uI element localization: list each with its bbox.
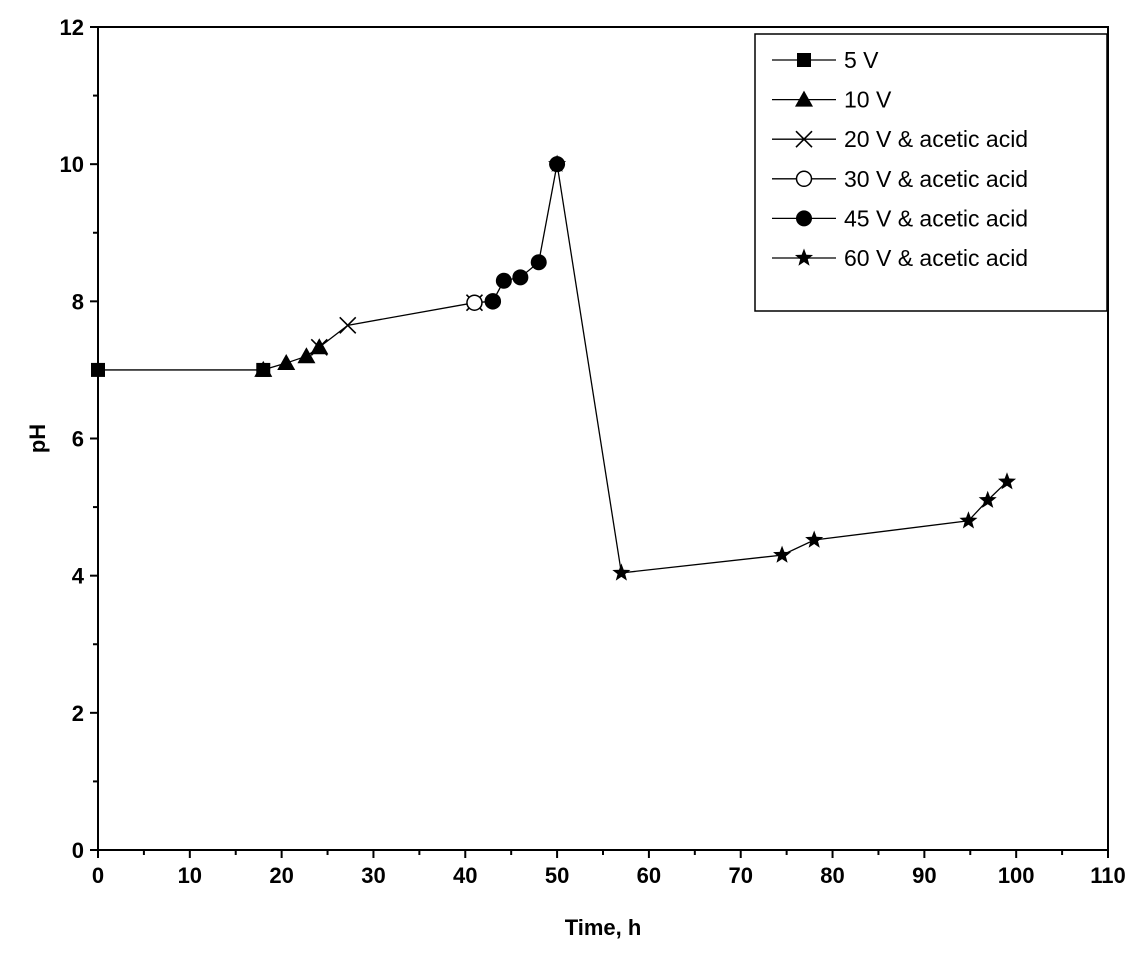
legend-marker: [797, 53, 811, 67]
x-tick-label: 50: [545, 863, 569, 888]
series-layer: [91, 154, 1017, 581]
y-tick-label: 0: [72, 838, 84, 863]
data-point: [297, 347, 316, 364]
legend-label: 20 V & acetic acid: [844, 126, 1028, 152]
y-tick-label: 2: [72, 701, 84, 726]
data-point: [277, 354, 296, 371]
legend-marker: [795, 90, 813, 107]
x-tick-label: 110: [1090, 863, 1126, 888]
y-axis-title: pH: [25, 424, 50, 453]
legend-item: 20 V & acetic acid: [772, 126, 1028, 152]
data-point: [512, 269, 529, 286]
data-point: [91, 362, 105, 377]
data-point: [773, 545, 792, 563]
data-point: [254, 360, 273, 377]
x-axis-title: Time, h: [565, 915, 642, 940]
x-tick-label: 80: [820, 863, 844, 888]
y-tick-label: 10: [60, 152, 84, 177]
legend-marker: [795, 130, 813, 148]
x-tick-label: 40: [453, 863, 477, 888]
legend-box: [754, 33, 1108, 312]
legend-label: 30 V & acetic acid: [844, 166, 1028, 192]
y-tick-label: 8: [72, 289, 84, 314]
x-tick-label: 30: [361, 863, 385, 888]
data-point: [978, 490, 997, 508]
data-point: [959, 511, 978, 529]
legend-item: 10 V: [772, 87, 892, 113]
data-point: [805, 530, 824, 548]
series-5: [484, 156, 566, 310]
x-tick-label: 0: [92, 863, 104, 888]
y-tick-label: 6: [72, 427, 84, 452]
data-point: [530, 254, 547, 271]
series-2: [254, 338, 329, 377]
legend-label: 10 V: [844, 87, 892, 113]
y-tick-label: 4: [72, 564, 85, 589]
data-point: [310, 338, 328, 356]
x-tick-label: 100: [998, 863, 1035, 888]
legend-marker: [794, 248, 814, 266]
data-point: [484, 293, 501, 310]
y-tick-label: 12: [60, 15, 84, 40]
data-point: [466, 294, 483, 311]
series-6: [548, 154, 1017, 581]
legend: 5 V 10 V 20 V & acetic acid 30 V & acetic a…: [754, 33, 1108, 312]
legend-label: 5 V: [844, 47, 879, 73]
legend-item: 5 V: [772, 47, 879, 73]
data-point: [548, 154, 567, 172]
x-tick-label: 90: [912, 863, 936, 888]
legend-item: 60 V & acetic acid: [772, 245, 1028, 271]
legend-marker: [796, 210, 812, 227]
axes: 0 10 20 30 40 50 60 70 80 90 100 110 0 2 4 6 8 10 12 Time, …: [25, 15, 1126, 940]
x-tick-label: 10: [178, 863, 202, 888]
series-3: [310, 294, 484, 356]
x-tick-label: 20: [269, 863, 293, 888]
x-tick-label: 70: [728, 863, 752, 888]
legend-label: 60 V & acetic acid: [844, 245, 1028, 271]
series-line: [318, 302, 475, 348]
legend-marker: [795, 170, 813, 188]
series-1: [91, 362, 271, 377]
legend-item: 30 V & acetic acid: [772, 166, 1028, 192]
x-tick-label: 60: [637, 863, 661, 888]
legend-label: 45 V & acetic acid: [844, 205, 1028, 231]
legend-item: 45 V & acetic acid: [772, 205, 1028, 231]
data-point: [495, 272, 512, 289]
data-point: [997, 472, 1017, 490]
data-point: [339, 316, 357, 334]
data-point: [612, 563, 631, 581]
